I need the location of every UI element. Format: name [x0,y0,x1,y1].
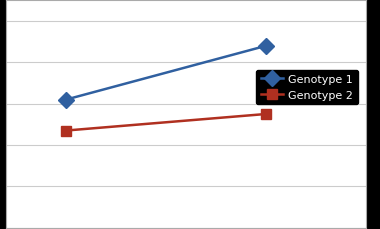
Legend: Genotype 1, Genotype 2: Genotype 1, Genotype 2 [256,70,358,105]
